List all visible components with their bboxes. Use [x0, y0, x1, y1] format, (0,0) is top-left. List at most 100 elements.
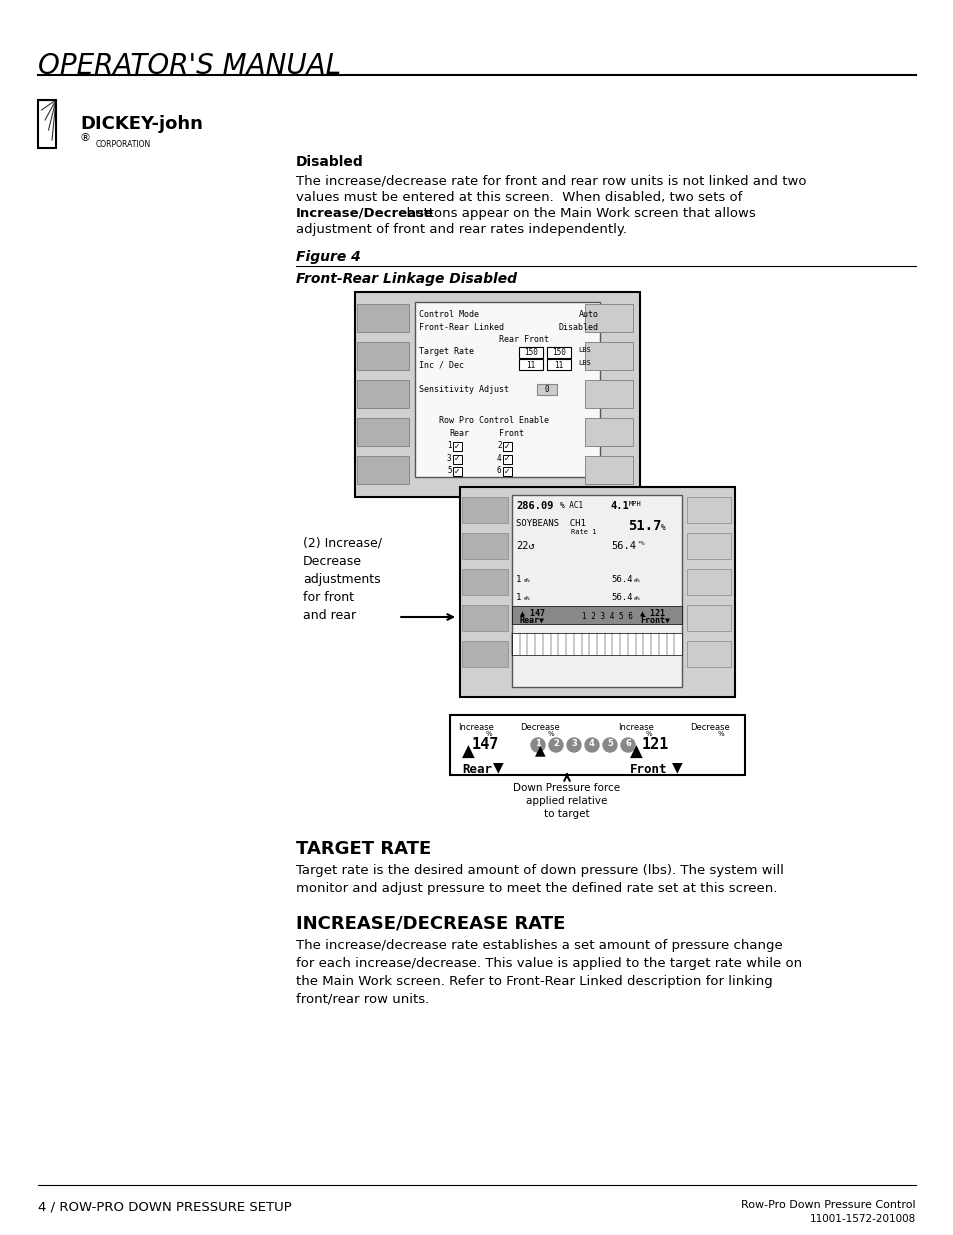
- Bar: [461, 534, 507, 559]
- Text: e%: e%: [523, 578, 530, 583]
- Text: 56.4: 56.4: [610, 593, 632, 601]
- Text: 51.7: 51.7: [627, 519, 660, 534]
- Text: Inc / Dec: Inc / Dec: [418, 359, 463, 369]
- Text: 11: 11: [554, 361, 563, 369]
- Bar: [686, 496, 730, 522]
- Bar: [355, 291, 639, 496]
- Text: 56.4: 56.4: [610, 541, 636, 551]
- Text: Rear▼: Rear▼: [519, 616, 544, 625]
- Text: Row-Pro Down Pressure Control: Row-Pro Down Pressure Control: [740, 1200, 915, 1210]
- Text: INCREASE/DECREASE RATE: INCREASE/DECREASE RATE: [295, 915, 565, 932]
- Text: 11001-1572-201008: 11001-1572-201008: [809, 1214, 915, 1224]
- Text: (2) Increase/
Decrease
adjustments
for front
and rear: (2) Increase/ Decrease adjustments for f…: [303, 537, 381, 622]
- Text: 0: 0: [544, 385, 549, 394]
- Circle shape: [566, 739, 580, 752]
- Bar: [518, 359, 542, 370]
- Text: Front-Rear Linkage Disabled: Front-Rear Linkage Disabled: [295, 272, 517, 287]
- Bar: [584, 417, 633, 446]
- Text: %: %: [485, 731, 492, 737]
- Text: 1: 1: [516, 576, 521, 584]
- Text: 150: 150: [552, 348, 565, 357]
- Bar: [512, 634, 681, 655]
- Bar: [546, 347, 571, 357]
- Text: adjustment of front and rear rates independently.: adjustment of front and rear rates indep…: [295, 224, 626, 236]
- Bar: [502, 454, 512, 464]
- Text: %: %: [660, 522, 665, 532]
- Circle shape: [602, 739, 617, 752]
- Bar: [450, 715, 744, 776]
- Circle shape: [548, 739, 562, 752]
- Text: Front: Front: [629, 763, 667, 776]
- Text: The increase/decrease rate for front and rear row units is not linked and two: The increase/decrease rate for front and…: [295, 175, 805, 188]
- Text: The increase/decrease rate establishes a set amount of pressure change: The increase/decrease rate establishes a…: [295, 939, 781, 952]
- Text: Decrease: Decrease: [519, 722, 559, 732]
- Text: ✓: ✓: [454, 467, 460, 475]
- Text: 286.09: 286.09: [516, 501, 553, 511]
- Text: for each increase/decrease. This value is applied to the target rate while on: for each increase/decrease. This value i…: [295, 957, 801, 969]
- Text: buttons appear on the Main Work screen that allows: buttons appear on the Main Work screen t…: [295, 207, 755, 220]
- Text: e%: e%: [634, 597, 639, 601]
- Bar: [686, 605, 730, 631]
- Bar: [356, 304, 409, 332]
- Text: 3: 3: [571, 740, 577, 748]
- Text: ✓: ✓: [454, 454, 460, 463]
- Text: 6: 6: [497, 467, 501, 475]
- Bar: [356, 417, 409, 446]
- Text: TARGET RATE: TARGET RATE: [295, 840, 431, 858]
- Text: front/rear row units.: front/rear row units.: [295, 993, 429, 1007]
- Text: ®: ®: [80, 133, 91, 143]
- Text: Disabled: Disabled: [295, 156, 363, 169]
- Bar: [584, 342, 633, 370]
- Text: ▲ 147: ▲ 147: [519, 609, 544, 618]
- Bar: [502, 467, 512, 477]
- Bar: [453, 442, 461, 451]
- Text: ▲: ▲: [629, 743, 642, 761]
- Text: 150: 150: [523, 348, 537, 357]
- Text: 4.1: 4.1: [610, 501, 629, 511]
- Bar: [415, 303, 599, 477]
- Text: monitor and adjust pressure to meet the defined rate set at this screen.: monitor and adjust pressure to meet the …: [295, 882, 777, 895]
- Text: ▲: ▲: [461, 743, 475, 761]
- Text: Control Mode: Control Mode: [418, 310, 478, 319]
- Text: e%: e%: [634, 578, 639, 583]
- Text: OPERATOR'S MANUAL: OPERATOR'S MANUAL: [38, 52, 341, 80]
- Text: ✓: ✓: [504, 454, 510, 463]
- Text: Front: Front: [498, 429, 523, 437]
- Bar: [686, 641, 730, 667]
- Text: 1: 1: [447, 441, 451, 451]
- Text: 22↺: 22↺: [516, 541, 535, 551]
- Bar: [459, 487, 734, 697]
- Text: %: %: [547, 731, 554, 737]
- Text: *%: *%: [638, 541, 645, 546]
- Text: ✓: ✓: [504, 467, 510, 475]
- Text: Disabled: Disabled: [558, 322, 598, 331]
- Text: 2: 2: [497, 441, 501, 451]
- Text: 5: 5: [606, 740, 612, 748]
- Bar: [537, 384, 557, 395]
- Bar: [518, 347, 542, 357]
- Text: %: %: [645, 731, 652, 737]
- Text: e%: e%: [523, 597, 530, 601]
- Bar: [686, 569, 730, 595]
- Text: SOYBEANS  CH1: SOYBEANS CH1: [516, 519, 585, 529]
- Text: Front▼: Front▼: [639, 616, 669, 625]
- Bar: [356, 456, 409, 484]
- Text: ✓: ✓: [454, 442, 460, 451]
- Text: Front-Rear Linked: Front-Rear Linked: [418, 322, 503, 331]
- Text: 3: 3: [447, 453, 451, 463]
- Text: 6: 6: [624, 740, 630, 748]
- Text: 147: 147: [472, 737, 498, 752]
- Bar: [461, 496, 507, 522]
- Text: DICKEY-john: DICKEY-john: [80, 115, 203, 133]
- Text: Rear: Rear: [449, 429, 469, 437]
- Text: %: %: [718, 731, 724, 737]
- Text: 5: 5: [447, 467, 451, 475]
- Text: Figure 4: Figure 4: [295, 249, 360, 264]
- Text: Down Pressure force
applied relative
to target: Down Pressure force applied relative to …: [513, 783, 619, 819]
- Text: Sensitivity Adjust: Sensitivity Adjust: [418, 385, 509, 394]
- Bar: [512, 606, 681, 624]
- Text: ▲: ▲: [535, 743, 545, 757]
- Text: Decrease: Decrease: [689, 722, 729, 732]
- Text: MPH: MPH: [628, 501, 641, 508]
- Text: 2: 2: [553, 740, 558, 748]
